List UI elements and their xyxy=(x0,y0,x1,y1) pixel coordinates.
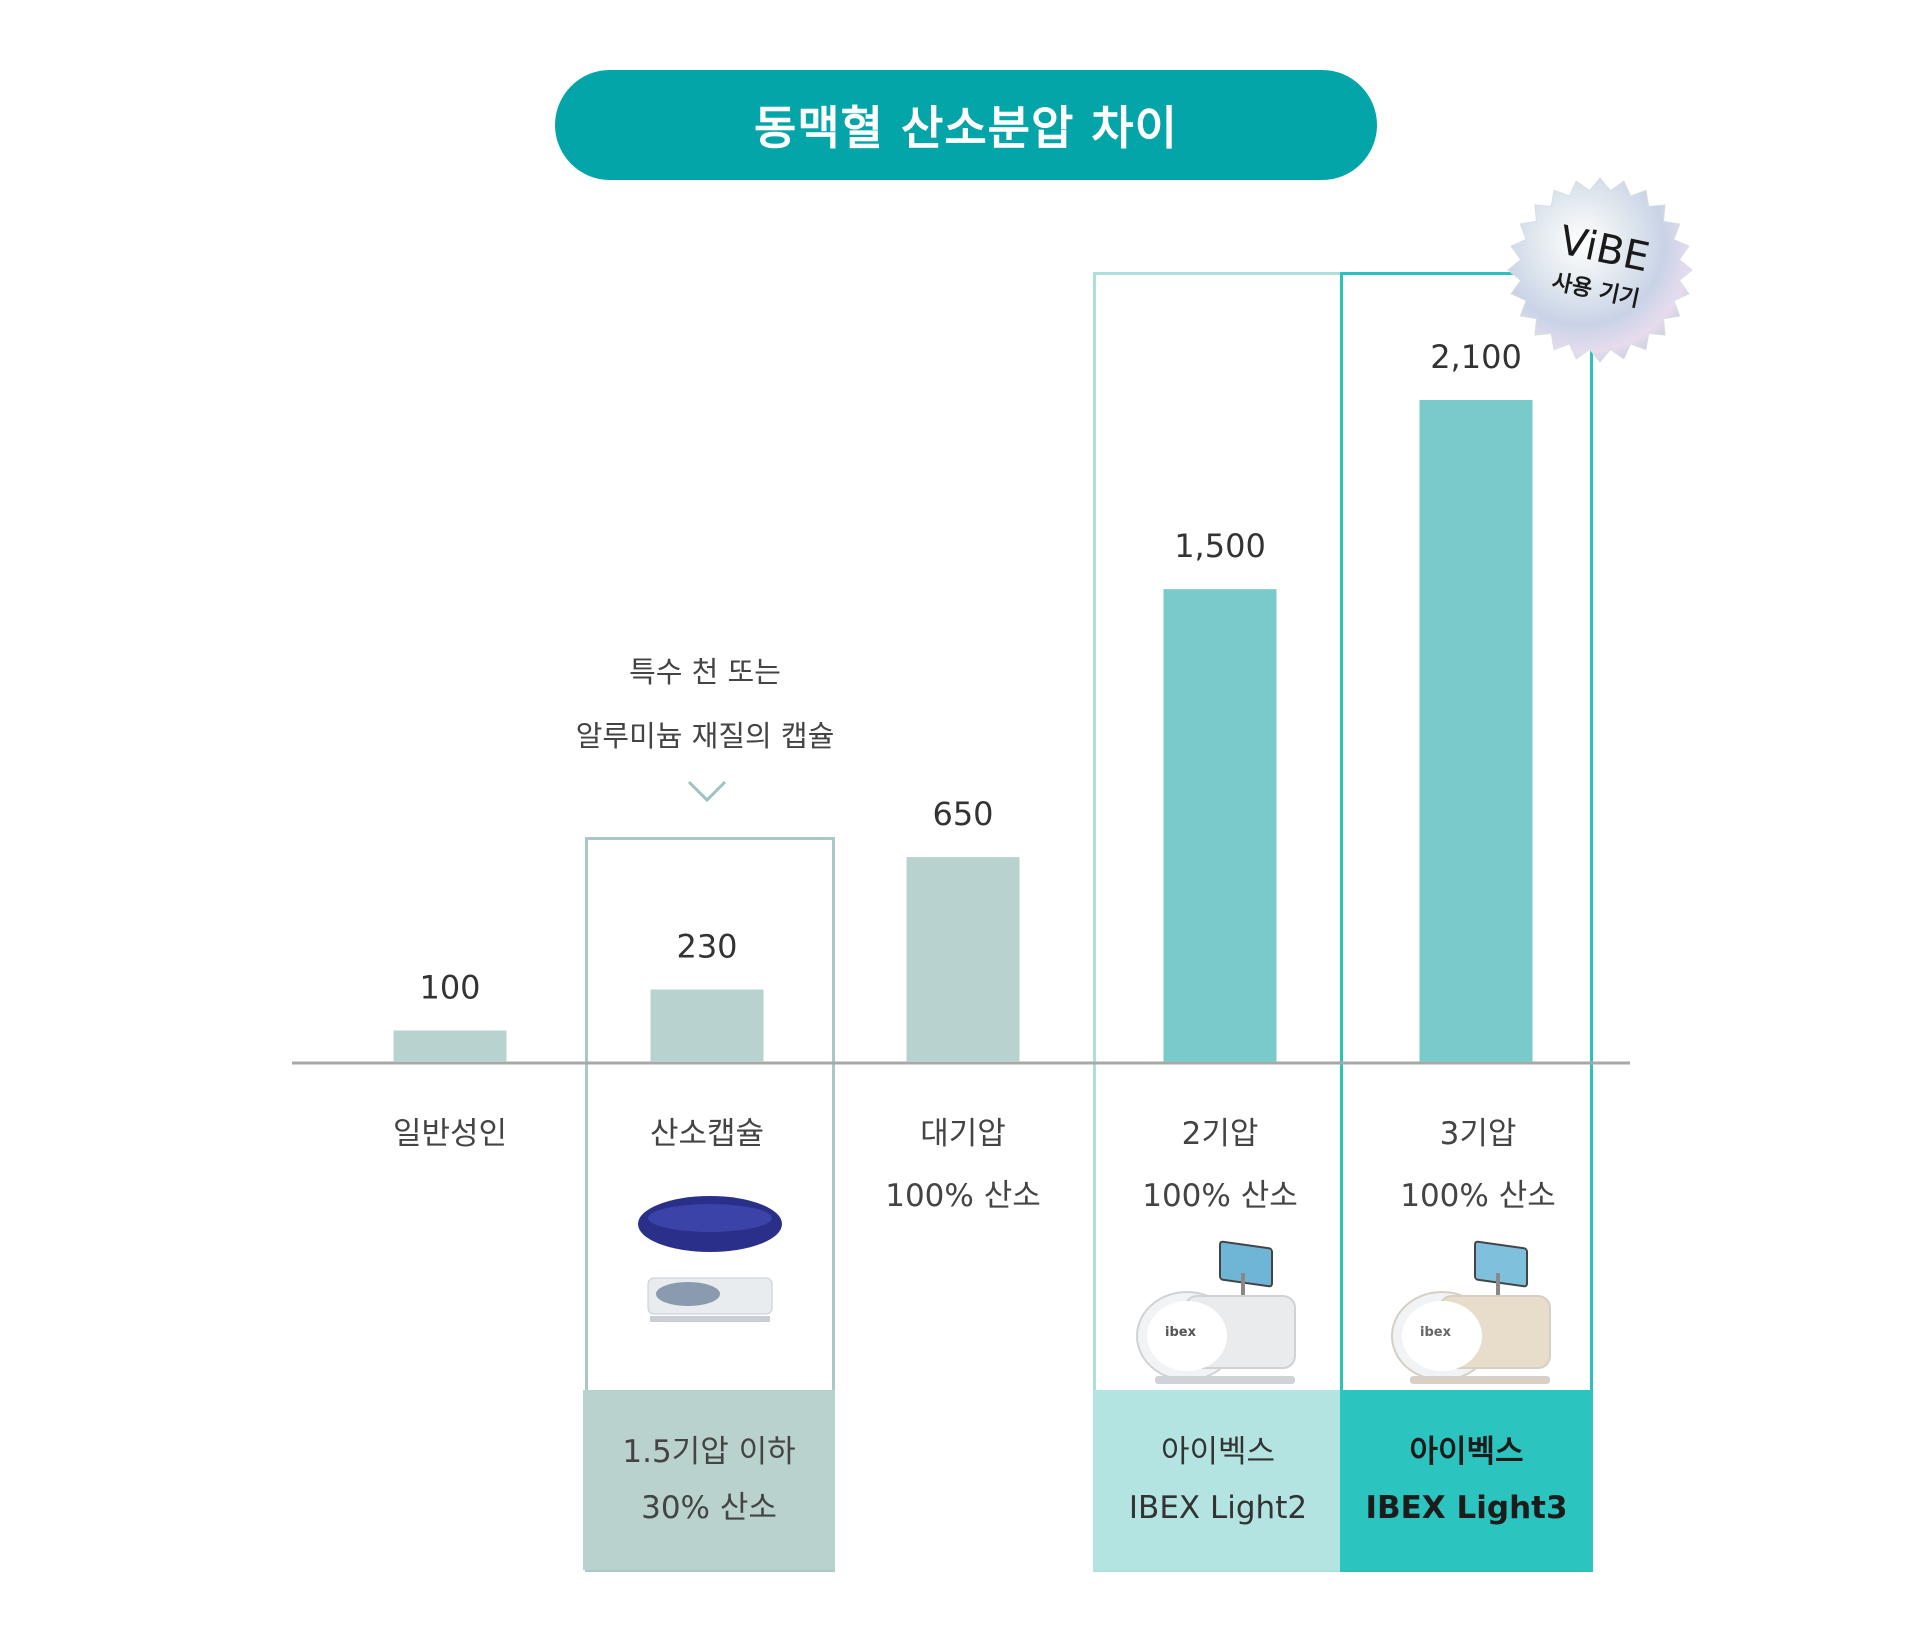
category-label-capsule: 산소캡슐 xyxy=(582,1103,832,1165)
bar-1 xyxy=(393,1030,507,1062)
category-oxygen: 100% 산소 xyxy=(885,1178,1041,1214)
category-label-2atm: 2기압 100% 산소 xyxy=(1095,1103,1345,1227)
bar-value-label-2: 230 xyxy=(676,927,737,965)
capsule-note: 특수 천 또는 알루미늄 재질의 캡슐 xyxy=(505,640,905,768)
light3-model-name: IBEX Light3 xyxy=(1365,1490,1568,1526)
bar-3 xyxy=(906,857,1020,1062)
light2-model-name: IBEX Light2 xyxy=(1128,1490,1308,1526)
category-label-adult: 일반성인 xyxy=(325,1103,575,1165)
light3-name-band: 아이벡스 IBEX Light3 xyxy=(1340,1390,1593,1570)
category-oxygen: 100% 산소 xyxy=(1142,1178,1298,1214)
capsule-note-line1: 특수 천 또는 xyxy=(629,655,781,689)
bar-5 xyxy=(1419,400,1533,1062)
light3-highlight-frame xyxy=(1340,272,1593,1572)
ibex-light2-device-icon: ibex xyxy=(1136,1240,1296,1384)
chart-title-pill: 동맥혈 산소분압 차이 xyxy=(555,70,1377,180)
capsule-note-line2: 알루미늄 재질의 캡슐 xyxy=(575,719,835,753)
chevron-down-icon xyxy=(687,780,727,803)
bar-value-label-4: 1,500 xyxy=(1174,527,1266,565)
category-name: 2기압 xyxy=(1181,1116,1259,1152)
bar-value-label-5: 2,100 xyxy=(1430,338,1522,376)
bar-value-label-3: 650 xyxy=(932,795,993,833)
light2-name-band: 아이벡스 IBEX Light2 xyxy=(1093,1390,1343,1570)
category-label-atmospheric: 대기압 100% 산소 xyxy=(838,1103,1088,1227)
category-name: 3기압 xyxy=(1439,1116,1517,1152)
bar-2 xyxy=(650,989,764,1062)
bar-4 xyxy=(1163,589,1277,1062)
category-name: 산소캡슐 xyxy=(649,1116,765,1152)
capsule-spec-pressure: 1.5기압 이하 xyxy=(622,1434,796,1470)
light3-korean-name: 아이벡스 xyxy=(1409,1434,1524,1470)
ibex-light3-device-icon: ibex xyxy=(1391,1240,1551,1384)
svg-text:ibex: ibex xyxy=(1165,1325,1197,1340)
capsule-highlight-frame xyxy=(585,837,835,1572)
category-oxygen: 100% 산소 xyxy=(1400,1178,1556,1214)
bar-value-label-1: 100 xyxy=(419,968,480,1006)
light2-korean-name: 아이벡스 xyxy=(1160,1434,1276,1470)
vibe-badge: ViBE 사용 기기 xyxy=(1507,177,1693,363)
category-name: 대기압 xyxy=(920,1116,1006,1152)
category-label-3atm: 3기압 100% 산소 xyxy=(1353,1103,1603,1227)
category-name: 일반성인 xyxy=(392,1116,508,1152)
capsule-spec-band: 1.5기압 이하 30% 산소 xyxy=(583,1390,835,1570)
svg-text:ibex: ibex xyxy=(1420,1325,1452,1340)
capsule-spec-oxygen: 30% 산소 xyxy=(641,1490,777,1526)
oxygen-capsule-icon xyxy=(638,1196,782,1322)
badge-seal-shape xyxy=(1507,177,1693,363)
chart-title: 동맥혈 산소분압 차이 xyxy=(754,101,1178,155)
